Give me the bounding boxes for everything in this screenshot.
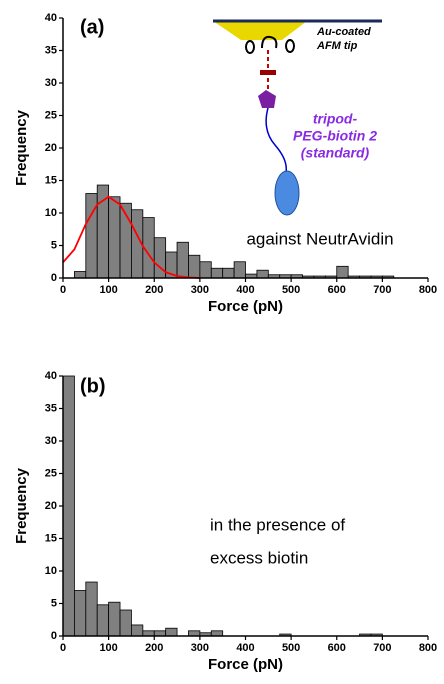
inset-label: AFM tip: [316, 40, 358, 52]
bar: [74, 271, 87, 279]
inset-label: PEG-biotin 2: [293, 128, 377, 144]
y-tick-label: 25: [45, 109, 57, 121]
y-tick-label: 35: [45, 44, 57, 56]
bar: [142, 630, 155, 637]
annotation: excess biotin: [210, 548, 308, 567]
y-tick-label: 5: [51, 239, 57, 251]
y-tick-label: 5: [51, 597, 57, 609]
x-tick-label: 500: [282, 642, 300, 654]
x-axis-label: Force (pN): [208, 298, 283, 315]
y-tick-label: 40: [45, 370, 57, 382]
x-tick-label: 300: [191, 284, 209, 296]
x-tick-label: 400: [236, 642, 254, 654]
x-tick-label: 500: [282, 284, 300, 296]
x-tick-label: 100: [99, 284, 117, 296]
avidin: [274, 170, 300, 216]
inset-label: (standard): [301, 145, 370, 161]
x-tick-label: 700: [373, 642, 391, 654]
y-tick-label: 0: [51, 630, 57, 642]
linker-block: [260, 70, 276, 75]
x-tick-label: 700: [373, 284, 391, 296]
bar: [96, 604, 110, 637]
y-axis-label: Frequency: [13, 109, 30, 186]
annotation: in the presence of: [210, 515, 345, 534]
bar: [119, 609, 132, 637]
bar: [188, 254, 201, 279]
bar: [74, 590, 87, 637]
ring: [261, 35, 278, 49]
y-tick-label: 20: [45, 142, 57, 154]
inset-label: tripod-: [313, 111, 358, 127]
inset-diagram: [213, 19, 382, 216]
bar: [188, 630, 201, 637]
bar: [153, 237, 167, 279]
ring: [285, 39, 295, 53]
panel-label: (b): [80, 375, 106, 397]
x-tick-label: 0: [60, 284, 66, 296]
biotin: [258, 90, 276, 108]
x-tick-label: 600: [328, 642, 346, 654]
y-tick-label: 15: [45, 174, 57, 186]
bar: [85, 581, 98, 637]
annotation: against NeutrAvidin: [246, 229, 393, 248]
bar: [131, 624, 144, 637]
x-tick-label: 400: [236, 284, 254, 296]
bar: [108, 196, 121, 279]
y-tick-label: 10: [45, 207, 57, 219]
fit-curve: [62, 195, 200, 279]
x-tick-label: 800: [419, 642, 437, 654]
y-tick-label: 35: [45, 402, 57, 414]
bar: [176, 241, 189, 279]
bar: [256, 269, 269, 279]
bar: [222, 267, 235, 279]
afm-tip: [213, 21, 307, 40]
x-axis-label: Force (pN): [208, 656, 283, 673]
bar: [108, 601, 121, 637]
bar: [233, 261, 246, 279]
bar: [165, 627, 178, 637]
bar: [62, 375, 75, 637]
y-tick-label: 20: [45, 500, 57, 512]
bar: [336, 265, 349, 279]
ring: [245, 40, 255, 54]
x-tick-label: 200: [145, 642, 163, 654]
x-tick-label: 800: [419, 284, 437, 296]
x-tick-label: 100: [99, 642, 117, 654]
bar: [210, 630, 224, 637]
y-tick-label: 10: [45, 565, 57, 577]
y-axis-label: Frequency: [13, 467, 30, 544]
inset-label: Au-coated: [316, 26, 371, 38]
y-tick-label: 15: [45, 532, 57, 544]
x-tick-label: 600: [328, 284, 346, 296]
y-tick-label: 30: [45, 77, 57, 89]
x-tick-label: 200: [145, 284, 163, 296]
x-tick-label: 0: [60, 642, 66, 654]
y-tick-label: 40: [45, 12, 57, 24]
y-tick-label: 30: [45, 435, 57, 447]
x-tick-label: 300: [191, 642, 209, 654]
y-tick-label: 0: [51, 272, 57, 284]
bar: [199, 261, 212, 279]
y-tick-label: 25: [45, 467, 57, 479]
peg-chain: [265, 107, 288, 173]
bar: [210, 267, 224, 279]
panel-label: (a): [80, 16, 104, 38]
bar: [153, 630, 167, 637]
